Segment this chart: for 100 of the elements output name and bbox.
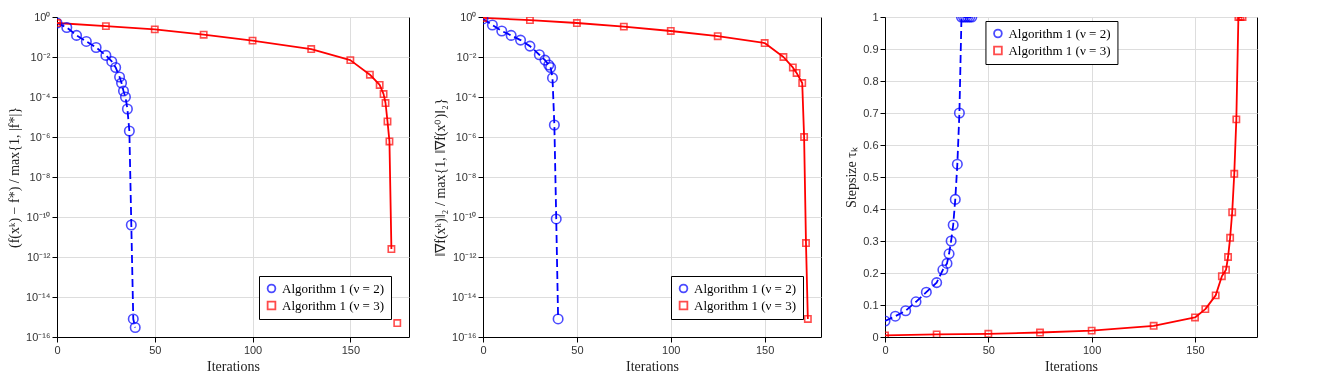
y-tick-label: 10⁰ [34, 10, 51, 23]
point [713, 32, 722, 41]
y-tick-label: 0.4 [863, 202, 879, 215]
point [383, 117, 392, 126]
point [121, 103, 133, 115]
point [546, 72, 559, 84]
point [800, 133, 809, 141]
point [910, 296, 922, 308]
y-tick-label: 10⁻² [30, 50, 51, 63]
point [71, 29, 83, 41]
point [1217, 272, 1226, 281]
point [114, 71, 126, 83]
y-tick-label: 10⁻⁸ [455, 170, 477, 183]
point [1224, 253, 1233, 261]
y-tick-label: 10⁻¹⁴ [25, 290, 51, 303]
point [106, 55, 118, 67]
y-tick-label: 10⁻⁴ [455, 90, 477, 103]
point [937, 264, 949, 276]
point [1232, 115, 1241, 124]
point [1230, 169, 1239, 178]
point [150, 25, 159, 34]
y-tick-label: 10⁻⁸ [29, 170, 51, 183]
y-tick-label: 10⁻¹⁶ [452, 330, 477, 343]
y-axis-title: ‖∇f(xᵏ)‖₂ / max{1, ‖∇f(x⁰)‖₂} [432, 98, 449, 257]
x-axis-title: Iterations [626, 358, 679, 374]
y-axis-title: (f(xᵏ) − f*) / max{1, |f*|} [6, 107, 23, 248]
point [666, 27, 675, 35]
y-tick-label: 0 [872, 330, 879, 343]
point [760, 39, 769, 47]
x-tick-label: 0 [882, 343, 889, 356]
point [525, 17, 534, 25]
point [496, 25, 508, 37]
point [80, 35, 92, 47]
x-tick-label: 50 [571, 343, 584, 356]
point [117, 85, 130, 97]
y-tick-label: 0.2 [863, 266, 879, 279]
point [779, 53, 788, 61]
point [101, 22, 110, 31]
point [1222, 265, 1230, 274]
legend-label: Algorithm 1 (ν = 2) [282, 280, 385, 296]
x-axis-title: Iterations [207, 358, 260, 374]
point [550, 213, 562, 225]
x-tick-label: 50 [149, 343, 162, 356]
point [125, 219, 137, 231]
y-tick-label: 0.1 [863, 298, 879, 311]
point [110, 61, 122, 73]
point [572, 19, 581, 27]
x-tick-label: 150 [755, 343, 775, 356]
point [127, 313, 139, 325]
point [90, 41, 102, 53]
point [949, 193, 961, 205]
legend-label: Algorithm 1 (ν = 2) [1008, 25, 1111, 41]
point [941, 257, 953, 269]
point [346, 56, 355, 65]
point [1191, 313, 1199, 322]
point [119, 91, 131, 103]
point [61, 21, 73, 33]
point [945, 235, 957, 247]
x-tick-label: 50 [982, 343, 995, 356]
point [788, 63, 797, 72]
point [1226, 233, 1235, 242]
x-tick-label: 150 [341, 343, 361, 356]
point [387, 245, 396, 253]
y-axis-title: Stepsize τₖ [844, 147, 860, 208]
point [505, 29, 517, 41]
x-tick-label: 0 [54, 343, 61, 356]
y-tick-label: 10⁻⁶ [29, 130, 51, 143]
point [486, 19, 498, 31]
x-tick-label: 0 [480, 343, 487, 356]
point [792, 68, 801, 77]
point [365, 70, 374, 79]
point [533, 49, 545, 61]
point [984, 329, 993, 337]
point [524, 40, 536, 52]
y-tick-label: 10⁻¹⁴ [451, 290, 477, 303]
point [381, 99, 390, 107]
legend-label: Algorithm 1 (ν = 2) [694, 280, 797, 296]
y-tick-label: 10⁻⁶ [455, 130, 477, 143]
y-tick-label: 10⁻¹² [26, 250, 51, 263]
y-tick-label: 0.9 [863, 42, 879, 55]
point [1201, 305, 1210, 314]
point [115, 77, 128, 89]
point [1149, 321, 1158, 330]
y-tick-label: 10⁻¹⁰ [452, 210, 477, 223]
point [931, 277, 943, 289]
point [803, 314, 812, 323]
x-tick-label: 150 [1186, 343, 1205, 356]
point [393, 319, 402, 327]
point [802, 239, 810, 247]
point [548, 119, 560, 131]
point [900, 305, 912, 317]
y-tick-label: 0.6 [863, 138, 879, 151]
point [1036, 328, 1044, 337]
point [199, 30, 208, 39]
y-tick-label: 0.5 [863, 170, 879, 183]
point [619, 22, 628, 31]
point [375, 81, 384, 89]
y-tick-label: 10⁰ [460, 10, 477, 23]
legend-label: Algorithm 1 (ν = 3) [282, 297, 385, 313]
y-tick-label: 1 [872, 10, 879, 23]
